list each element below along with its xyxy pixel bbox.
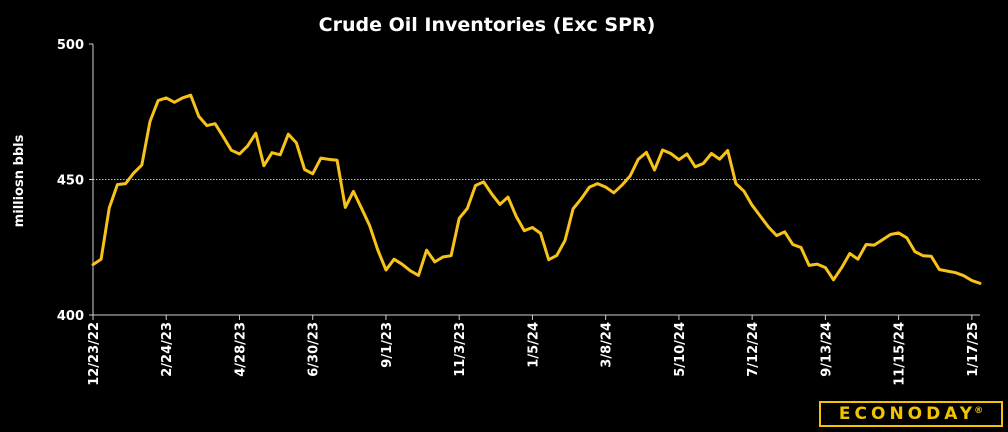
x-tick-label: 3/8/24 — [600, 322, 615, 368]
x-tick-label: 12/23/22 — [87, 322, 102, 386]
x-tick-label: 11/15/24 — [893, 322, 908, 386]
logo-text: ECONODAY — [838, 404, 977, 424]
logo-registered-mark: ® — [974, 406, 984, 416]
x-tick-label: 9/1/23 — [380, 322, 395, 368]
x-tick-label: 9/13/24 — [819, 322, 834, 377]
chart-title: Crude Oil Inventories (Exc SPR) — [319, 14, 656, 36]
y-tick-label: 500 — [57, 38, 84, 53]
x-tick-label: 4/28/23 — [233, 322, 248, 377]
x-tick-label: 2/24/23 — [160, 322, 175, 377]
x-tick-label: 1/17/25 — [966, 322, 981, 377]
x-tick-label: 7/12/24 — [746, 322, 761, 377]
series-line-crude-oil-inventories — [91, 93, 982, 285]
y-axis-label: milliosn bbls — [12, 134, 27, 227]
y-tick-label: 450 — [57, 174, 84, 189]
y-tick-label: 400 — [57, 309, 84, 324]
x-tick-label: 6/30/23 — [307, 322, 322, 377]
x-tick-label: 5/10/24 — [673, 322, 688, 377]
x-tick-label: 1/5/24 — [526, 322, 541, 368]
x-tick-label: 11/3/23 — [453, 322, 468, 377]
econoday-logo: ECONODAY ® — [819, 401, 1003, 427]
